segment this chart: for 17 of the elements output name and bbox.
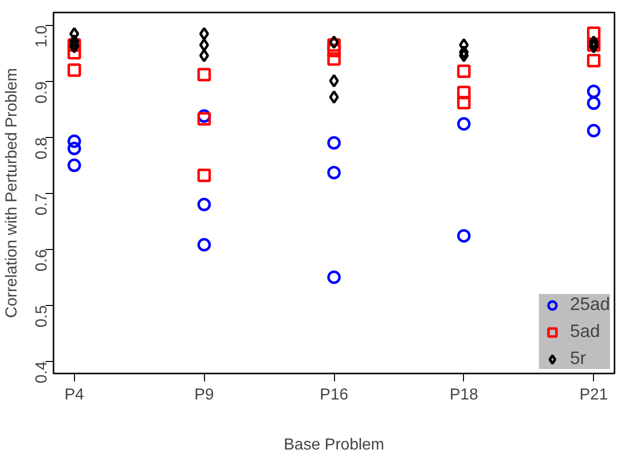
y-tick-label: 0.9 xyxy=(34,81,50,104)
legend-label: 5ad xyxy=(570,321,600,342)
x-tick-label: P4 xyxy=(64,386,84,404)
y-axis-title: Correlation with Perturbed Problem xyxy=(4,68,20,318)
legend-label: 5r xyxy=(570,348,587,369)
legend-label: 25ad xyxy=(570,294,610,315)
y-tick-label: 1.0 xyxy=(34,25,50,48)
x-tick-label: P9 xyxy=(194,386,214,404)
y-tick-label: 0.8 xyxy=(34,137,50,160)
y-tick-label: 0.5 xyxy=(34,305,50,328)
x-tick-label: P16 xyxy=(320,386,348,404)
y-tick-label: 0.4 xyxy=(34,361,50,384)
x-tick-label: P18 xyxy=(450,386,478,404)
y-tick-label: 0.7 xyxy=(34,193,50,216)
x-tick-label: P21 xyxy=(579,386,608,404)
y-tick-label: 0.6 xyxy=(34,249,50,272)
x-axis-title: Base Problem xyxy=(284,436,384,454)
